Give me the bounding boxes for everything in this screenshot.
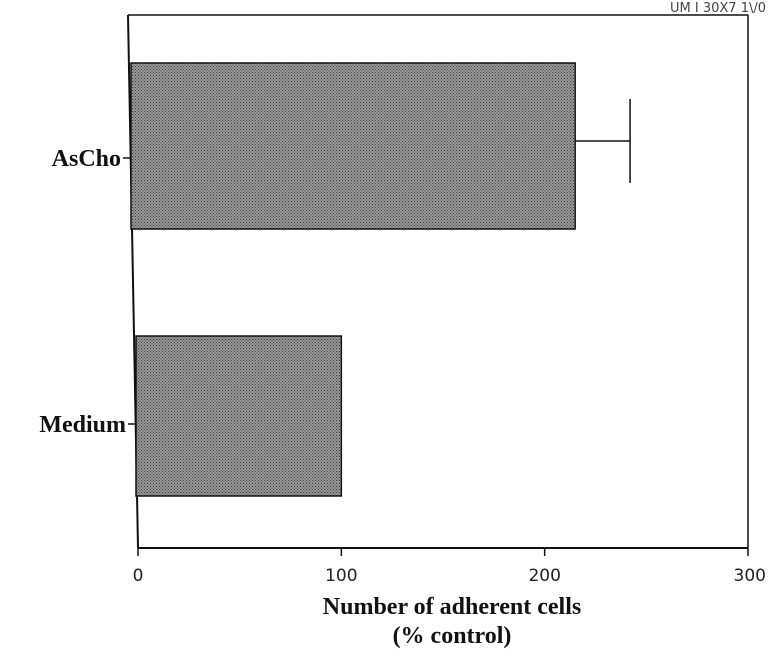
error-bars-group [575,99,631,183]
x-axis-title: Number of adherent cells [323,594,581,620]
x-tick-label: 0 [133,566,144,586]
x-axis-title-unit: (% control) [393,623,512,649]
x-tick-label: 100 [325,566,357,586]
scan-header-text: UM I 30X7 1\/0 [670,1,766,16]
bar-ascho [130,62,576,230]
category-label-ascho: AsCho [52,146,121,172]
x-tick-label: 200 [528,566,560,586]
category-labels-group: AsCho Medium [39,146,136,438]
x-tick-label: 300 [734,566,766,586]
bar-medium [135,335,343,497]
plot-frame [127,14,749,549]
category-label-medium: Medium [39,412,126,438]
bars-group [130,62,576,497]
x-ticks-group: 0 100 200 300 [133,548,766,586]
